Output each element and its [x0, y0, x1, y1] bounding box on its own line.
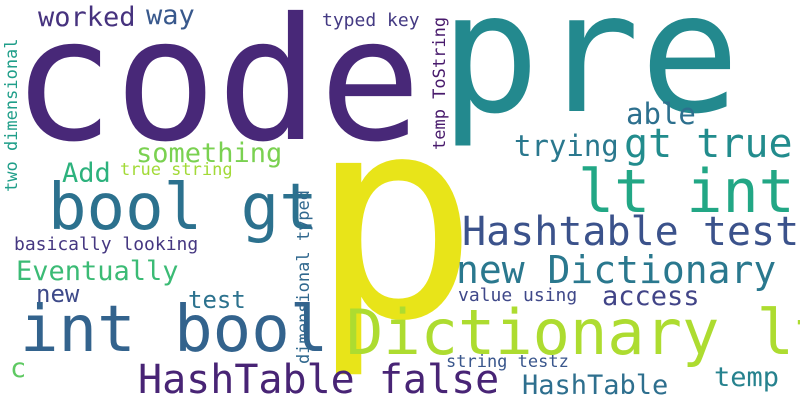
word-add: Add — [62, 160, 111, 187]
word-dimensional-typed: dimensional typed — [296, 190, 313, 364]
word-true-string: true string — [120, 162, 233, 179]
word-hashtable: HashTable — [522, 372, 668, 399]
word-basically-looking: basically looking — [14, 236, 198, 254]
word-hashtable-test: Hashtable test — [462, 212, 799, 252]
word-two-dimensional: two dimensional — [4, 38, 21, 192]
word-value-using: value using — [458, 287, 577, 305]
word-able: able — [626, 100, 696, 129]
word-trying: trying — [514, 132, 619, 161]
word-worked: worked — [38, 4, 136, 31]
word-test: test — [188, 288, 246, 312]
word-string-testz: string testz — [446, 354, 569, 371]
word-temp-tostring: temp ToString — [432, 17, 449, 150]
word-temp: temp — [714, 364, 779, 391]
word-new: new — [36, 282, 79, 306]
word-way: way — [146, 2, 195, 29]
word-typed-key: typed key — [322, 12, 420, 30]
word-c: c — [10, 355, 26, 382]
word-dictionary-lt: Dictionary lt — [346, 302, 800, 364]
word-access: access — [602, 283, 700, 310]
